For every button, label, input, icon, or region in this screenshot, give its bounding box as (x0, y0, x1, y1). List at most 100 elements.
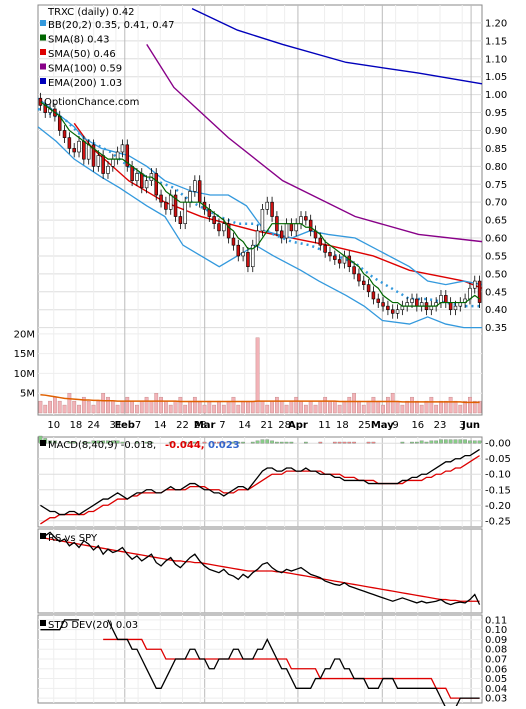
macd-histogram-bar (347, 441, 352, 444)
volume-bar (472, 400, 477, 414)
x-tick-label: 3 (459, 420, 465, 431)
volume-bar (371, 396, 376, 414)
volume-bar (357, 400, 361, 414)
macd-histogram-bar (448, 439, 453, 444)
legend-swatch (40, 63, 46, 70)
rs-line (40, 531, 481, 606)
macd-histogram-bar (410, 441, 414, 444)
candle-body (72, 148, 76, 153)
macd-histogram-bar (101, 440, 105, 444)
volume-bar (347, 396, 352, 414)
candle-body (86, 144, 91, 160)
x-tick-label: 16 (411, 420, 424, 431)
volume-bar (250, 400, 255, 414)
candle-body (477, 280, 482, 303)
macd-histogram-bar (183, 441, 188, 444)
macd-histogram-bar (434, 440, 438, 444)
candle-body (357, 273, 361, 282)
legend-label: BB(20,2) 0.35, 0.41, 0.47 (48, 20, 174, 31)
candle-body (106, 166, 110, 174)
candle-body (410, 298, 414, 303)
volume-bar (110, 400, 115, 414)
volume-bar (463, 400, 467, 414)
price-tick-label: 0.75 (485, 180, 507, 191)
candle-body (390, 309, 395, 314)
macd-tick-label: -0.05 (485, 454, 511, 465)
stddev-line (40, 619, 80, 631)
volume-bar (342, 400, 347, 414)
volume-bar (168, 404, 173, 414)
macd-histogram-bar (458, 439, 463, 444)
x-tick-label: 28 (194, 420, 207, 431)
rs-label: RS vs SPY (48, 533, 98, 544)
volume-bar (255, 337, 260, 414)
volume-tick-label: 20M (14, 329, 35, 340)
volume-bar (275, 396, 279, 414)
macd-histogram-bar (82, 441, 86, 444)
candle-body (217, 223, 221, 232)
price-tick-label: 0.95 (485, 108, 507, 119)
macd-histogram-bar (168, 441, 173, 444)
price-tick-label: 0.65 (485, 216, 507, 227)
macd-histogram-bar (304, 441, 308, 444)
macd-histogram-bar (250, 441, 255, 444)
candle-body (154, 173, 158, 196)
legend-label: SMA(50) 0.46 (48, 49, 116, 60)
volume-bar (395, 400, 400, 414)
price-tick-label: 0.80 (485, 162, 507, 173)
volume-bar (477, 400, 482, 414)
candle-body (140, 173, 144, 189)
macd-histogram-bar (332, 441, 337, 444)
candle-body (473, 280, 477, 289)
candle-body (439, 295, 443, 303)
volume-bar (115, 404, 120, 414)
candle-body (251, 244, 255, 268)
volume-bar (231, 396, 236, 414)
volume-bar (313, 404, 318, 414)
x-tick-label: 31 (110, 420, 123, 431)
macd-histogram-bar (337, 441, 342, 444)
volume-bar (299, 400, 303, 414)
candle-body (270, 201, 274, 217)
candle-body (115, 151, 120, 160)
macd-tick-label: -0.00 (485, 439, 511, 450)
volume-bar (434, 404, 439, 414)
volume-bar (86, 400, 91, 414)
volume-bar (270, 400, 274, 414)
price-tick-label: 0.90 (485, 126, 507, 137)
volume-bar (439, 400, 443, 414)
volume-bar (332, 400, 337, 414)
macd-histogram-bar (468, 440, 472, 444)
volume-tick-label: 15M (14, 349, 35, 360)
x-tick-label: 11 (318, 420, 331, 431)
price-tick-label: 0.85 (485, 144, 507, 155)
macd-histogram-bar (371, 441, 376, 444)
volume-tick-label: 5M (20, 389, 35, 400)
volume-bar (81, 396, 86, 414)
volume-bar (106, 396, 110, 414)
sma8-line (40, 101, 480, 307)
price-panel-frame (37, 4, 483, 416)
candle-body (101, 155, 105, 174)
x-tick-label: Jun (461, 420, 480, 431)
volume-bar (77, 404, 81, 414)
volume-bar (468, 396, 472, 414)
macd-histogram-bar (318, 441, 323, 444)
macd-histogram-bar (91, 440, 96, 444)
macd-histogram-bar (477, 440, 482, 444)
volume-bar (400, 404, 405, 414)
macd-tick-label: -0.20 (485, 501, 511, 512)
candle-body (395, 309, 400, 314)
volume-bar (96, 400, 101, 414)
candle-body (241, 252, 245, 257)
candle-body (62, 130, 67, 138)
x-tick-label: 28 (278, 420, 291, 431)
volume-bar (318, 400, 323, 414)
volume-bar (130, 400, 134, 414)
legend-swatch (40, 78, 46, 84)
x-tick-label: Feb (115, 420, 135, 431)
macd-histogram-bar (255, 440, 260, 444)
rs-legend-swatch (40, 533, 46, 539)
price-tick-label: 1.00 (485, 90, 507, 101)
stddev-tick-label: 0.04 (485, 684, 507, 695)
